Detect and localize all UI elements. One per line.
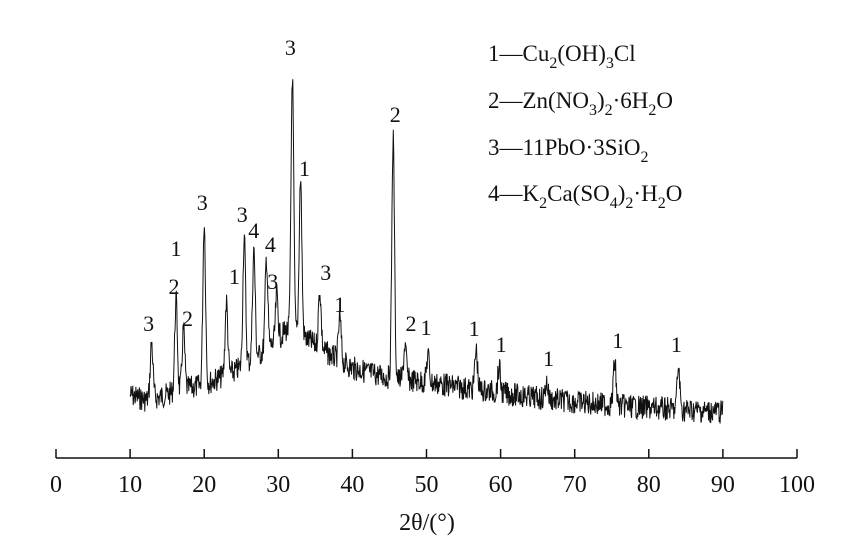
x-tick-label: 50 xyxy=(415,472,439,498)
x-tick-label: 0 xyxy=(50,472,62,498)
peak-label: 1 xyxy=(229,264,240,289)
peak-label: 3 xyxy=(267,269,278,294)
peak-label: 1 xyxy=(334,292,345,317)
peak-label: 2 xyxy=(182,306,193,331)
peak-label: 4 xyxy=(265,232,276,257)
peak-label: 3 xyxy=(285,35,296,60)
legend-item-4: 4—K2Ca(SO4)2·H2O xyxy=(488,181,682,212)
peak-label: 1 xyxy=(299,156,310,181)
legend-item-3: 3—11PbO·3SiO2 xyxy=(488,135,649,166)
x-tick-label: 40 xyxy=(340,472,364,498)
peak-label: 2 xyxy=(169,274,180,299)
x-tick-label: 30 xyxy=(266,472,290,498)
x-tick-label: 70 xyxy=(563,472,587,498)
peak-label: 1 xyxy=(421,315,432,340)
x-tick-label: 20 xyxy=(192,472,216,498)
legend: 1—Cu2(OH)3Cl 2—Zn(NO3)2·6H2O 3—11PbO·3Si… xyxy=(488,41,682,212)
peak-label: 1 xyxy=(543,346,554,371)
x-tick-label: 80 xyxy=(637,472,661,498)
x-tick-label: 90 xyxy=(711,472,735,498)
peak-label: 1 xyxy=(469,316,480,341)
peak-label: 4 xyxy=(248,218,259,243)
peak-label: 3 xyxy=(320,260,331,285)
x-tick-label: 10 xyxy=(118,472,142,498)
peak-label: 1 xyxy=(612,328,623,353)
legend-item-2: 2—Zn(NO3)2·6H2O xyxy=(488,88,673,119)
x-axis: 0 10 20 30 40 50 60 70 80 90 100 xyxy=(50,449,815,498)
peak-label: 3 xyxy=(143,311,154,336)
legend-item-1: 1—Cu2(OH)3Cl xyxy=(488,41,636,72)
peak-label: 3 xyxy=(237,202,248,227)
peak-label: 3 xyxy=(197,190,208,215)
peak-label: 2 xyxy=(406,311,417,336)
peak-label: 1 xyxy=(171,236,182,261)
xrd-pattern xyxy=(129,79,724,424)
x-axis-title: 2θ/(°) xyxy=(399,510,455,536)
peak-label: 1 xyxy=(671,332,682,357)
x-tick-label: 100 xyxy=(779,472,815,498)
peak-label: 2 xyxy=(390,102,401,127)
x-tick-label: 60 xyxy=(489,472,513,498)
peak-label: 1 xyxy=(496,332,507,357)
xrd-trace xyxy=(129,79,724,424)
